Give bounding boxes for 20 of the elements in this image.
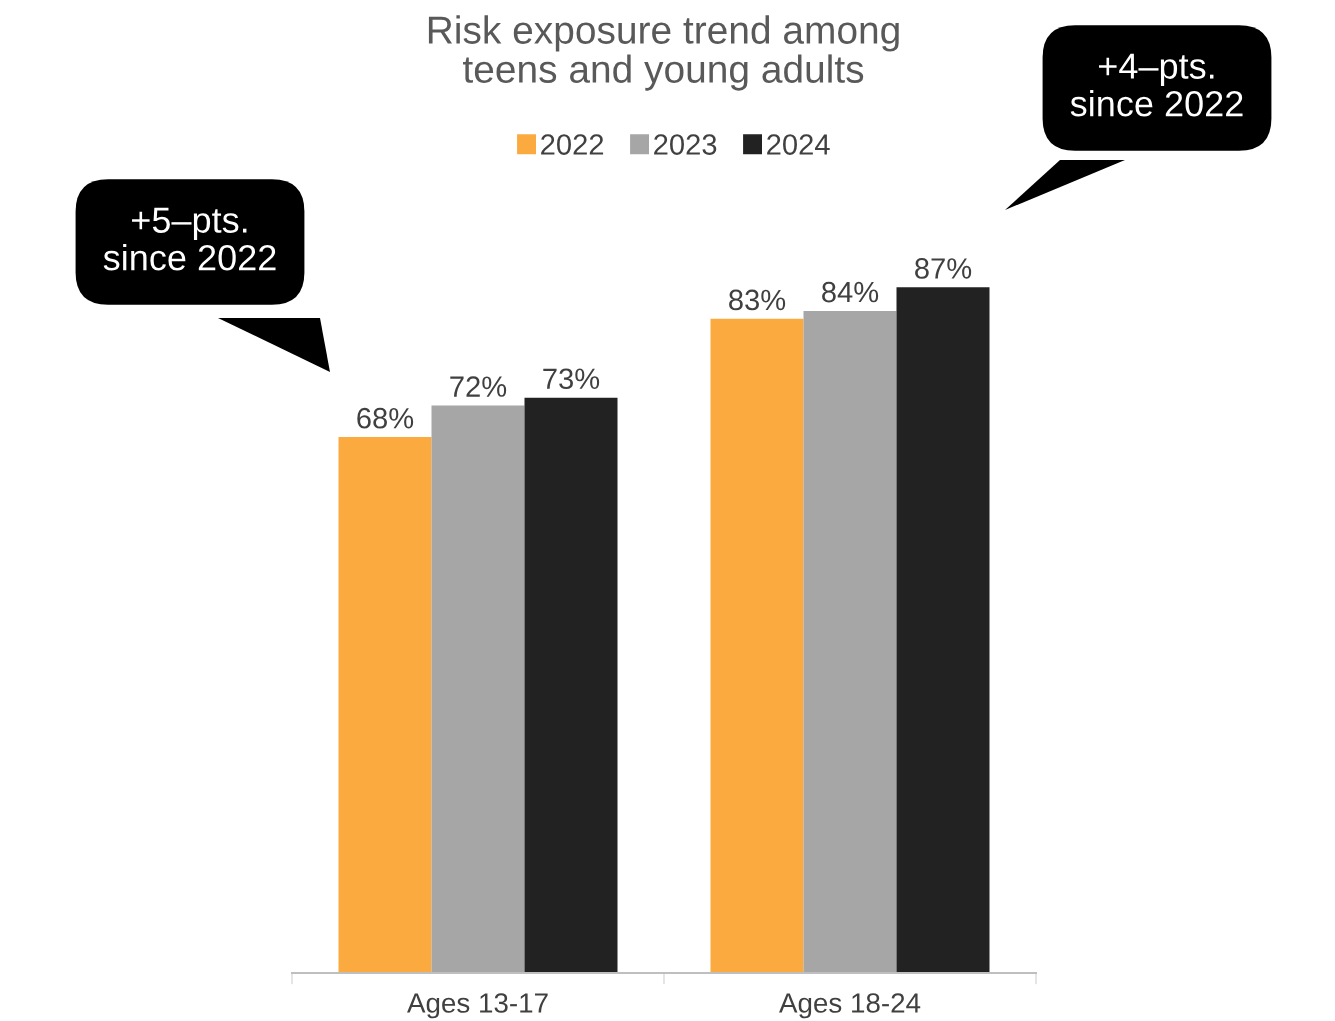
legend-label: 2023: [654, 134, 717, 155]
text: +4–pts. since 2022: [1070, 53, 1243, 117]
bar: [896, 287, 990, 973]
bar: [524, 397, 618, 973]
data-label: 83%: [729, 289, 786, 311]
bar: [803, 310, 897, 973]
bar: [431, 405, 525, 973]
chart-title: Risk exposure trend among teens and young adults: [428, 15, 899, 91]
x-tick-label: Ages 13-17: [407, 993, 548, 1019]
legend-label: 2024: [767, 134, 830, 155]
data-label: 87%: [915, 258, 972, 279]
data-label: 68%: [357, 407, 414, 429]
data-label: 84%: [822, 281, 879, 303]
legend-label: 2022: [541, 134, 604, 155]
text: +5–pts. since 2022: [103, 207, 276, 271]
bar: [710, 318, 804, 973]
data-label: 72%: [450, 376, 507, 397]
bar: [338, 437, 432, 973]
data-label: 73%: [543, 368, 600, 390]
x-tick-label: Ages 18-24: [779, 993, 921, 1019]
